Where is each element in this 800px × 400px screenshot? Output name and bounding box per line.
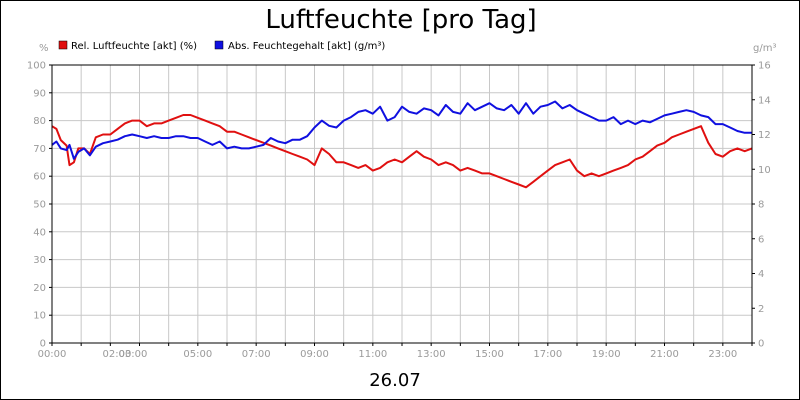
y-right-unit: g/m³ — [753, 43, 776, 54]
x-tick-label: 19:00 — [592, 349, 621, 360]
x-tick-label: 23:00 — [708, 349, 737, 360]
y-left-tick-label: 20 — [33, 283, 46, 294]
x-tick-label: 13:00 — [417, 349, 446, 360]
series-lines — [51, 100, 753, 189]
x-tick-label: 00:00 — [38, 349, 67, 360]
y-right-tick-label: 14 — [758, 95, 771, 106]
y-right-tick-label: 10 — [758, 165, 771, 176]
x-tick-label: 07:00 — [242, 349, 271, 360]
series-line-rel-humidity — [51, 114, 753, 189]
y-right-tick-label: 8 — [758, 200, 764, 211]
y-right-tick-label: 2 — [758, 304, 764, 315]
y-right-tick-label: 4 — [758, 269, 764, 280]
legend-label-rel-humidity: Rel. Luftfeuchte [akt] (%) — [71, 41, 197, 52]
legend-swatch-rel-humidity — [58, 40, 68, 50]
x-tick-label: 09:00 — [300, 349, 329, 360]
y-right-tick-label: 12 — [758, 130, 771, 141]
legend: Rel. Luftfeuchte [akt] (%) Abs. Feuchteg… — [58, 40, 385, 52]
x-tick-label: 17:00 — [533, 349, 562, 360]
y-left-ticks: 0 10 20 30 40 50 60 70 80 90 100 — [27, 61, 46, 350]
y-left-tick-label: 10 — [33, 311, 46, 322]
y-left-tick-label: 80 — [33, 116, 46, 127]
y-left-tick-label: 60 — [33, 172, 46, 183]
y-left-tick-label: 100 — [27, 61, 46, 72]
y-left-unit: % — [39, 43, 49, 54]
x-tick-label: 11:00 — [358, 349, 387, 360]
legend-swatch-abs-humidity — [214, 40, 224, 50]
legend-label-abs-humidity: Abs. Feuchtegehalt [akt] (g/m³) — [228, 41, 385, 52]
x-tick-label: 05:00 — [183, 349, 212, 360]
y-left-tick-label: 40 — [33, 227, 46, 238]
y-right-ticks: 0 2 4 6 8 10 12 14 16 — [758, 61, 771, 350]
x-tick-label: 15:00 — [475, 349, 504, 360]
y-left-tick-label: 30 — [33, 255, 46, 266]
chart-title: Luftfeuchte [pro Tag] — [265, 5, 536, 35]
x-tick-label: 21:00 — [650, 349, 679, 360]
y-left-tick-label: 90 — [33, 88, 46, 99]
y-right-tick-label: 6 — [758, 234, 764, 245]
series-line-abs-humidity — [51, 100, 752, 160]
date-label: 26.07 — [369, 370, 421, 391]
axes — [49, 64, 755, 346]
y-left-tick-label: 50 — [33, 200, 46, 211]
x-tick-label: 02:00 — [103, 349, 132, 360]
y-right-tick-label: 0 — [758, 339, 764, 350]
y-left-tick-label: 70 — [33, 144, 46, 155]
y-left-tick-label: 0 — [40, 339, 46, 350]
y-right-tick-label: 16 — [758, 61, 771, 72]
x-tick-label: 03:00 — [119, 349, 148, 360]
